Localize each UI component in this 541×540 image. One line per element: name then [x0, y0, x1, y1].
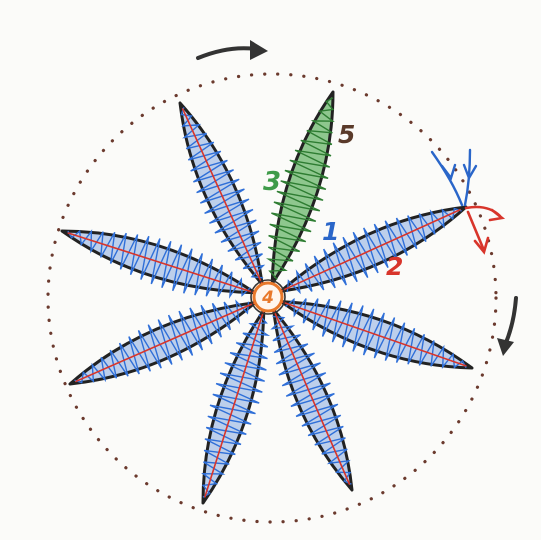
petal-upper-left — [60, 229, 257, 299]
petal-stitching — [74, 299, 250, 384]
dotted-outer-circle — [46, 72, 498, 524]
petal-stitching — [286, 207, 462, 295]
petal-midrib — [204, 310, 265, 498]
petal-lower-right — [279, 297, 474, 370]
petal-top — [265, 90, 335, 286]
petal-top-left — [178, 101, 266, 286]
petals-group — [60, 90, 474, 505]
petal-stitching — [284, 297, 467, 369]
petal-stitching — [180, 107, 266, 279]
blue-double-arrow-icon — [430, 148, 478, 207]
petal-outline — [270, 90, 335, 286]
petal-stitching — [265, 97, 335, 280]
label-five: 5 — [338, 120, 355, 149]
petal-midrib — [280, 300, 467, 367]
petal-midrib — [67, 232, 255, 294]
petal-stitching — [67, 229, 251, 299]
petal-midrib — [181, 108, 263, 285]
center-hub: 4 — [250, 279, 286, 315]
label-four: 4 — [261, 288, 274, 308]
petal-midrib — [75, 301, 256, 383]
red-split-arrow-icon — [464, 205, 506, 255]
petal-stitching — [201, 314, 271, 498]
label-three: 3 — [263, 167, 281, 197]
label-two: 2 — [386, 252, 403, 281]
petal-lower-left — [68, 299, 257, 386]
petal-midrib — [272, 309, 351, 485]
petal-midrib — [280, 208, 461, 292]
petal-bottom-left — [201, 308, 271, 505]
clockwise-arrow-right-icon — [497, 296, 518, 356]
label-one: 1 — [322, 217, 339, 246]
clockwise-arrow-top-icon — [196, 40, 268, 60]
petal-bottom-right — [270, 308, 354, 492]
